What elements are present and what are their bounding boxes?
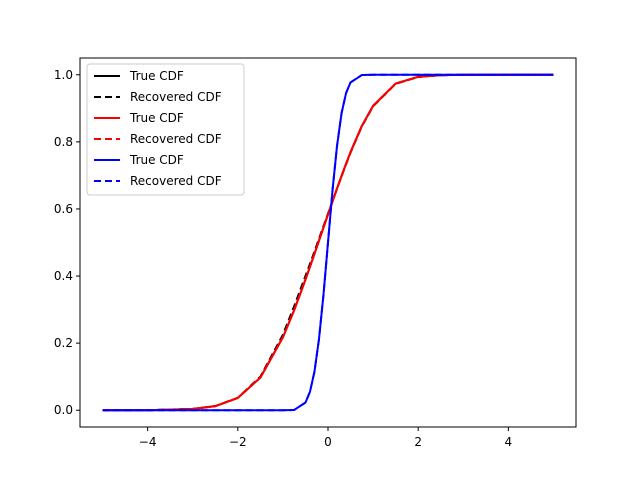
legend-label: True CDF — [129, 153, 184, 167]
legend-label: Recovered CDF — [130, 90, 222, 104]
series-line-4 — [102, 73, 554, 412]
x-tick-label: −4 — [139, 435, 157, 449]
y-tick-label: 0.2 — [54, 336, 73, 350]
x-tick-label: −2 — [229, 435, 247, 449]
legend-label: True CDF — [129, 111, 184, 125]
ticks-layer: −4 −2 0 2 4 0.0 0.2 0.4 0.6 0.8 1.0 — [54, 68, 512, 449]
legend-label: True CDF — [129, 69, 184, 83]
legend-label: Recovered CDF — [130, 132, 222, 146]
y-tick-label: 0.6 — [54, 202, 73, 216]
legend-label: Recovered CDF — [130, 174, 222, 188]
x-tick-label: 0 — [324, 435, 332, 449]
series-line-6 — [102, 73, 554, 412]
x-tick-label: 2 — [414, 435, 422, 449]
legend: True CDF Recovered CDF True CDF Recovered C… — [86, 63, 245, 196]
y-tick-label: 1.0 — [54, 68, 73, 82]
y-tick-label: 0.4 — [54, 269, 73, 283]
legend-box — [86, 63, 245, 196]
series-layer — [102, 73, 554, 412]
y-tick-label: 0.8 — [54, 135, 73, 149]
x-tick-label: 4 — [505, 435, 513, 449]
y-tick-label: 0.0 — [54, 403, 73, 417]
